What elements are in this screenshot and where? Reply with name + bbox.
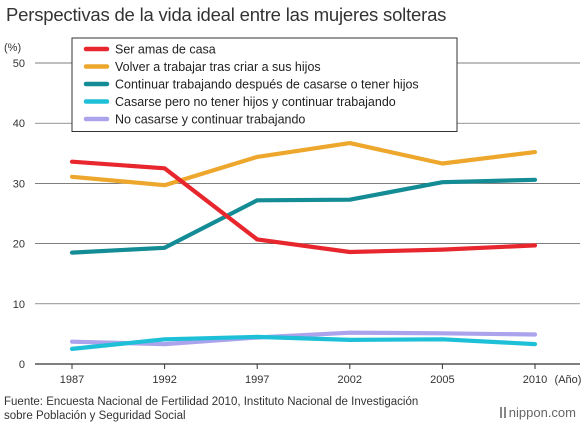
logo-text: nippon.com: [508, 405, 576, 420]
x-tick-label: 2010: [523, 374, 547, 386]
source-note: Fuente: Encuesta Nacional de Fertilidad …: [4, 395, 418, 423]
legend-label: Casarse pero no tener hijos y continuar …: [115, 95, 396, 109]
legend-label: Ser amas de casa: [115, 43, 216, 57]
publisher-logo: nippon.com: [499, 405, 576, 420]
y-tick-label: 20: [13, 239, 25, 251]
y-tick-label: 50: [13, 58, 25, 70]
logo-mark-icon: [499, 407, 506, 418]
legend: Ser amas de casa Volver a trabajar tras c…: [71, 37, 458, 132]
legend-label: Volver a trabajar tras criar a sus hijos: [115, 60, 321, 74]
x-tick-label: 1992: [152, 374, 176, 386]
series-line: [69, 159, 538, 255]
series-line: [69, 141, 538, 188]
series-lines: [69, 141, 538, 351]
chart-title: Perspectivas de la vida ideal entre las …: [6, 4, 447, 25]
x-tick-label: 2005: [430, 374, 454, 386]
legend-label: No casarse y continuar trabajando: [115, 113, 305, 127]
x-axis-label: (Año): [555, 374, 582, 386]
axes: 0 10 20 30 40 50 (%) 1987 1992 1997 2002 2005 2010 (A…: [4, 42, 581, 386]
source-line-1: Fuente: Encuesta Nacional de Fertilidad …: [4, 396, 419, 408]
y-tick-label: 30: [13, 178, 25, 190]
legend-label: Continuar trabajando después de casarse …: [115, 78, 419, 92]
legend-box: [71, 37, 458, 132]
series-line: [69, 330, 538, 347]
y-tick-label: 10: [13, 299, 25, 311]
series-line: [69, 334, 538, 351]
y-axis-label: (%): [4, 42, 21, 54]
series-line: [69, 177, 538, 255]
x-tick-label: 1997: [245, 374, 269, 386]
x-tick-label: 1987: [60, 374, 84, 386]
y-tick-label: 40: [13, 118, 25, 130]
x-tick-label: 2002: [338, 374, 362, 386]
y-tick-label: 0: [19, 359, 25, 371]
source-line-2: sobre Población y Seguridad Social: [4, 410, 186, 422]
